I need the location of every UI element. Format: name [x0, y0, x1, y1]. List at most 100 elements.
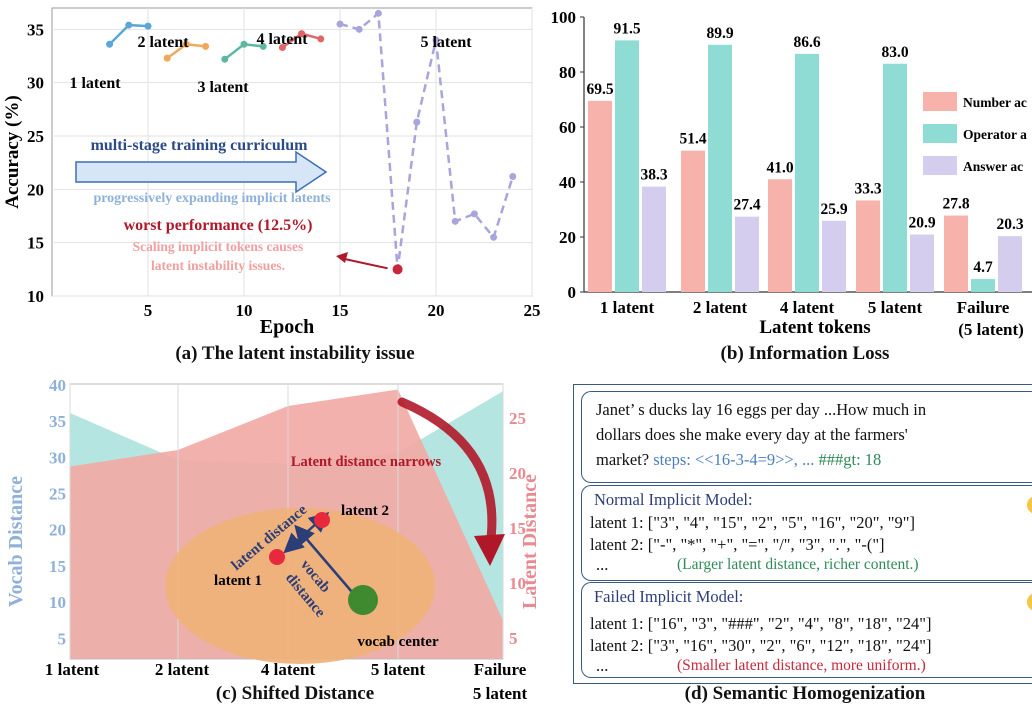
smiley-emoji-icon	[1027, 496, 1032, 514]
chart-a-x-axis-label: Epoch	[260, 316, 314, 338]
semantic-homogenization-panel: Janet’ s ducks lay 16 eggs per day ...Ho…	[573, 384, 1032, 684]
question-ground-truth: ###gt: 18	[818, 450, 882, 469]
chart-a-xtick-label: 10	[236, 301, 253, 320]
chart-a-ytick-label: 20	[27, 180, 44, 199]
question-market-text: market?	[596, 450, 654, 469]
vocab-center-label: vocab center	[357, 634, 439, 650]
chart-b-legend-swatch	[923, 156, 957, 175]
chart-b-value-label: 38.3	[640, 167, 667, 184]
failed-model-box: Failed Implicit Model: latent 1: ["16", …	[581, 582, 1032, 678]
chart-a-data-point	[470, 210, 478, 218]
chart-a-data-point	[355, 25, 363, 33]
curriculum-label: multi-stage training curriculum	[91, 137, 309, 154]
chart-c-left-tick-label: 25	[49, 485, 66, 504]
chart-b-value-label: 4.7	[973, 259, 993, 276]
chart-a-data-point	[374, 9, 382, 17]
chart-b-bar	[615, 40, 639, 292]
question-steps: steps: <<16-3-4=9>>, ...	[653, 450, 815, 469]
chart-c-right-tick-label: 20	[509, 464, 526, 483]
chart-c-left-tick-label: 40	[49, 376, 66, 395]
latent-instability-chart: 10 15 20 25 30 35 5 10 15 20 25 Epoch Accuracy (%) 1…	[2, 7, 541, 338]
chart-b-legend-swatch	[923, 124, 957, 143]
chart-b-value-label: 25.9	[820, 201, 847, 218]
chart-a-data-point	[509, 173, 517, 181]
worst-performance-label: worst performance (12.5%)	[124, 217, 313, 234]
chart-b-value-label: 86.6	[793, 34, 820, 51]
chart-a-series-label: 1 latent	[69, 75, 121, 92]
latent-2-point	[314, 512, 330, 528]
chart-a-data-point	[413, 118, 421, 126]
chart-a-data-point	[278, 43, 286, 51]
chart-c-left-tick-label: 20	[49, 521, 66, 540]
chart-c-left-tick-label: 5	[58, 629, 67, 648]
chart-c-category-label: Failure	[474, 660, 527, 679]
chart-b-value-label: 51.4	[679, 131, 706, 148]
failed-latent-2: latent 2: ["3", "16", "30", "2", "6", "1…	[590, 636, 932, 655]
chart-a-series-label: 4 latent	[256, 31, 308, 48]
chart-c-right-tick-label: 25	[509, 409, 526, 428]
chart-b-bar	[681, 150, 705, 292]
chart-b-bar	[642, 186, 666, 292]
chart-a-data-point	[182, 40, 190, 48]
chart-b-x-axis-label: Latent tokens	[759, 317, 870, 338]
chart-a-ytick-label: 15	[27, 234, 44, 253]
failed-ellipsis: ...	[596, 656, 609, 675]
chart-b-ytick-label: 0	[568, 283, 577, 302]
chart-b-value-label: 27.8	[942, 196, 969, 213]
failed-latent-1: latent 1: ["16", "3", "###", "2", "4", "…	[590, 614, 932, 633]
chart-b-bar	[768, 179, 792, 292]
chart-a-data-point	[240, 40, 248, 48]
caption-c: (c) Shifted Distance	[215, 683, 375, 704]
chart-b-bar	[910, 234, 934, 292]
vocab-center-point	[348, 585, 378, 615]
chart-c-right-tick-label: 5	[509, 629, 518, 648]
chart-b-ytick-label: 20	[559, 228, 576, 247]
worried-emoji-icon	[1027, 593, 1032, 611]
chart-b-bar	[998, 236, 1022, 292]
chart-b-legend-label: Operator a	[963, 127, 1027, 142]
chart-a-data-point	[259, 42, 267, 50]
chart-a-data-point	[202, 42, 210, 50]
chart-a-data-point	[125, 21, 133, 29]
chart-b-value-label: 20.3	[996, 216, 1023, 233]
chart-b-bar	[735, 216, 759, 292]
chart-a-data-point	[451, 217, 459, 225]
chart-b-value-label: 27.4	[733, 197, 760, 214]
chart-b-bar	[708, 44, 732, 293]
chart-c-right-axis-label: Latent Distance	[519, 474, 541, 609]
normal-model-box: Normal Implicit Model: latent 1: ["3", "…	[581, 485, 1032, 581]
chart-a-data-point	[317, 35, 325, 43]
information-loss-chart: 0 20 40 60 80 100 1 latent 2 latent 4 latent 5 la…	[551, 8, 1032, 339]
chart-b-bar	[883, 63, 907, 292]
chart-c-left-tick-label: 30	[49, 448, 66, 467]
chart-a-data-point	[432, 36, 440, 44]
chart-a-ytick-label: 10	[27, 287, 44, 306]
chart-b-ytick-label: 60	[559, 118, 576, 137]
normal-ellipsis: ...	[596, 555, 609, 574]
caption-a: (a) The latent instability issue	[175, 343, 415, 364]
chart-b-legend-swatch	[923, 92, 957, 111]
chart-a-data-point	[490, 233, 498, 241]
caption-b: (b) Information Loss	[720, 343, 890, 364]
chart-c-left-tick-label: 10	[49, 593, 66, 612]
chart-a-xtick-label: 15	[332, 301, 349, 320]
chart-c-category-label: 4 latent	[261, 660, 316, 679]
chart-a-axes: 10 15 20 25 30 35 5 10 15 20 25 Epoch Accuracy (%)	[2, 7, 541, 338]
question-line-1: Janet’ s ducks lay 16 eggs per day ...Ho…	[596, 400, 927, 419]
chart-b-category-label: Failure	[957, 298, 1010, 317]
curriculum-arrow	[75, 150, 328, 194]
chart-a-series-label: 5 latent	[420, 34, 472, 51]
chart-a-data-point	[106, 40, 114, 48]
vocab-distance-arrow	[294, 524, 353, 593]
chart-b-value-label: 41.0	[766, 159, 793, 176]
chart-a-series-line	[339, 10, 514, 270]
question-box: Janet’ s ducks lay 16 eggs per day ...Ho…	[581, 391, 1032, 483]
chart-a-series-label: 3 latent	[197, 79, 249, 96]
chart-b-category-label: 5 latent	[868, 298, 923, 317]
chart-b-legend-label: Answer ac	[963, 159, 1023, 174]
chart-b-value-label: 91.5	[613, 20, 640, 37]
chart-b-category-label: 2 latent	[693, 298, 748, 317]
chart-b-value-label: 89.9	[706, 25, 733, 42]
narrows-arrow-head	[474, 534, 505, 566]
chart-b-value-label: 69.5	[586, 81, 613, 98]
